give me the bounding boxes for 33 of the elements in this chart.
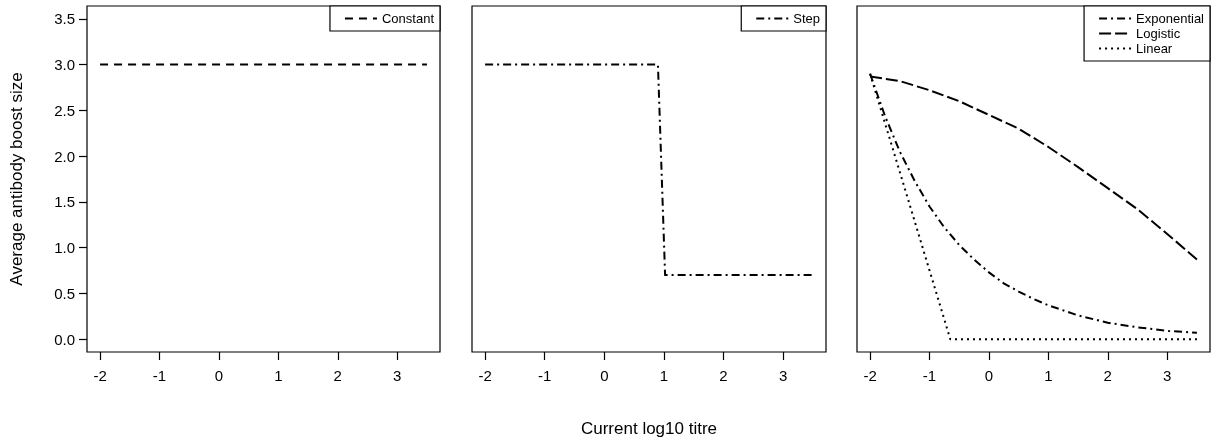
x-tick-label: 1: [1044, 367, 1053, 384]
legend-label: Linear: [1136, 41, 1173, 56]
y-tick-label: 0.5: [54, 284, 75, 302]
y-tick-label: 2.5: [54, 101, 75, 119]
x-tick-label: -2: [863, 367, 877, 384]
y-tick-label: 3.0: [54, 56, 75, 74]
legend-label: Constant: [381, 11, 435, 26]
x-tick-label: 2: [333, 367, 342, 384]
x-tick-label: -2: [93, 367, 107, 384]
x-tick-label: 2: [1103, 367, 1112, 384]
x-tick-label: -1: [538, 367, 552, 384]
x-tick-label: 3: [1163, 367, 1172, 384]
x-tick-label: 1: [274, 367, 283, 384]
x-tick-label: 0: [984, 367, 994, 384]
legend-label: Logistic: [1136, 26, 1181, 41]
y-tick-label: 3.5: [54, 10, 75, 28]
x-tick-label: 1: [659, 367, 669, 384]
x-tick-label: 0: [214, 367, 224, 384]
x-tick-label: 3: [393, 367, 402, 384]
y-tick-label: 0.0: [54, 330, 75, 348]
y-axis-title: Average antibody boost size: [7, 72, 26, 286]
x-tick-label: -1: [922, 367, 937, 384]
x-tick-label: -1: [152, 367, 167, 384]
legend-label: Exponential: [1136, 11, 1205, 26]
x-tick-label: -2: [478, 367, 492, 384]
x-tick-label: 0: [600, 367, 609, 384]
y-tick-label: 1.5: [54, 193, 75, 211]
x-tick-label: 2: [719, 367, 728, 384]
y-tick-label: 1.0: [54, 239, 75, 257]
legend-label: Step: [793, 11, 821, 26]
x-axis-title: Current log10 titre: [580, 419, 718, 438]
x-tick-label: 3: [778, 367, 788, 384]
y-tick-label: 2.0: [54, 147, 75, 165]
